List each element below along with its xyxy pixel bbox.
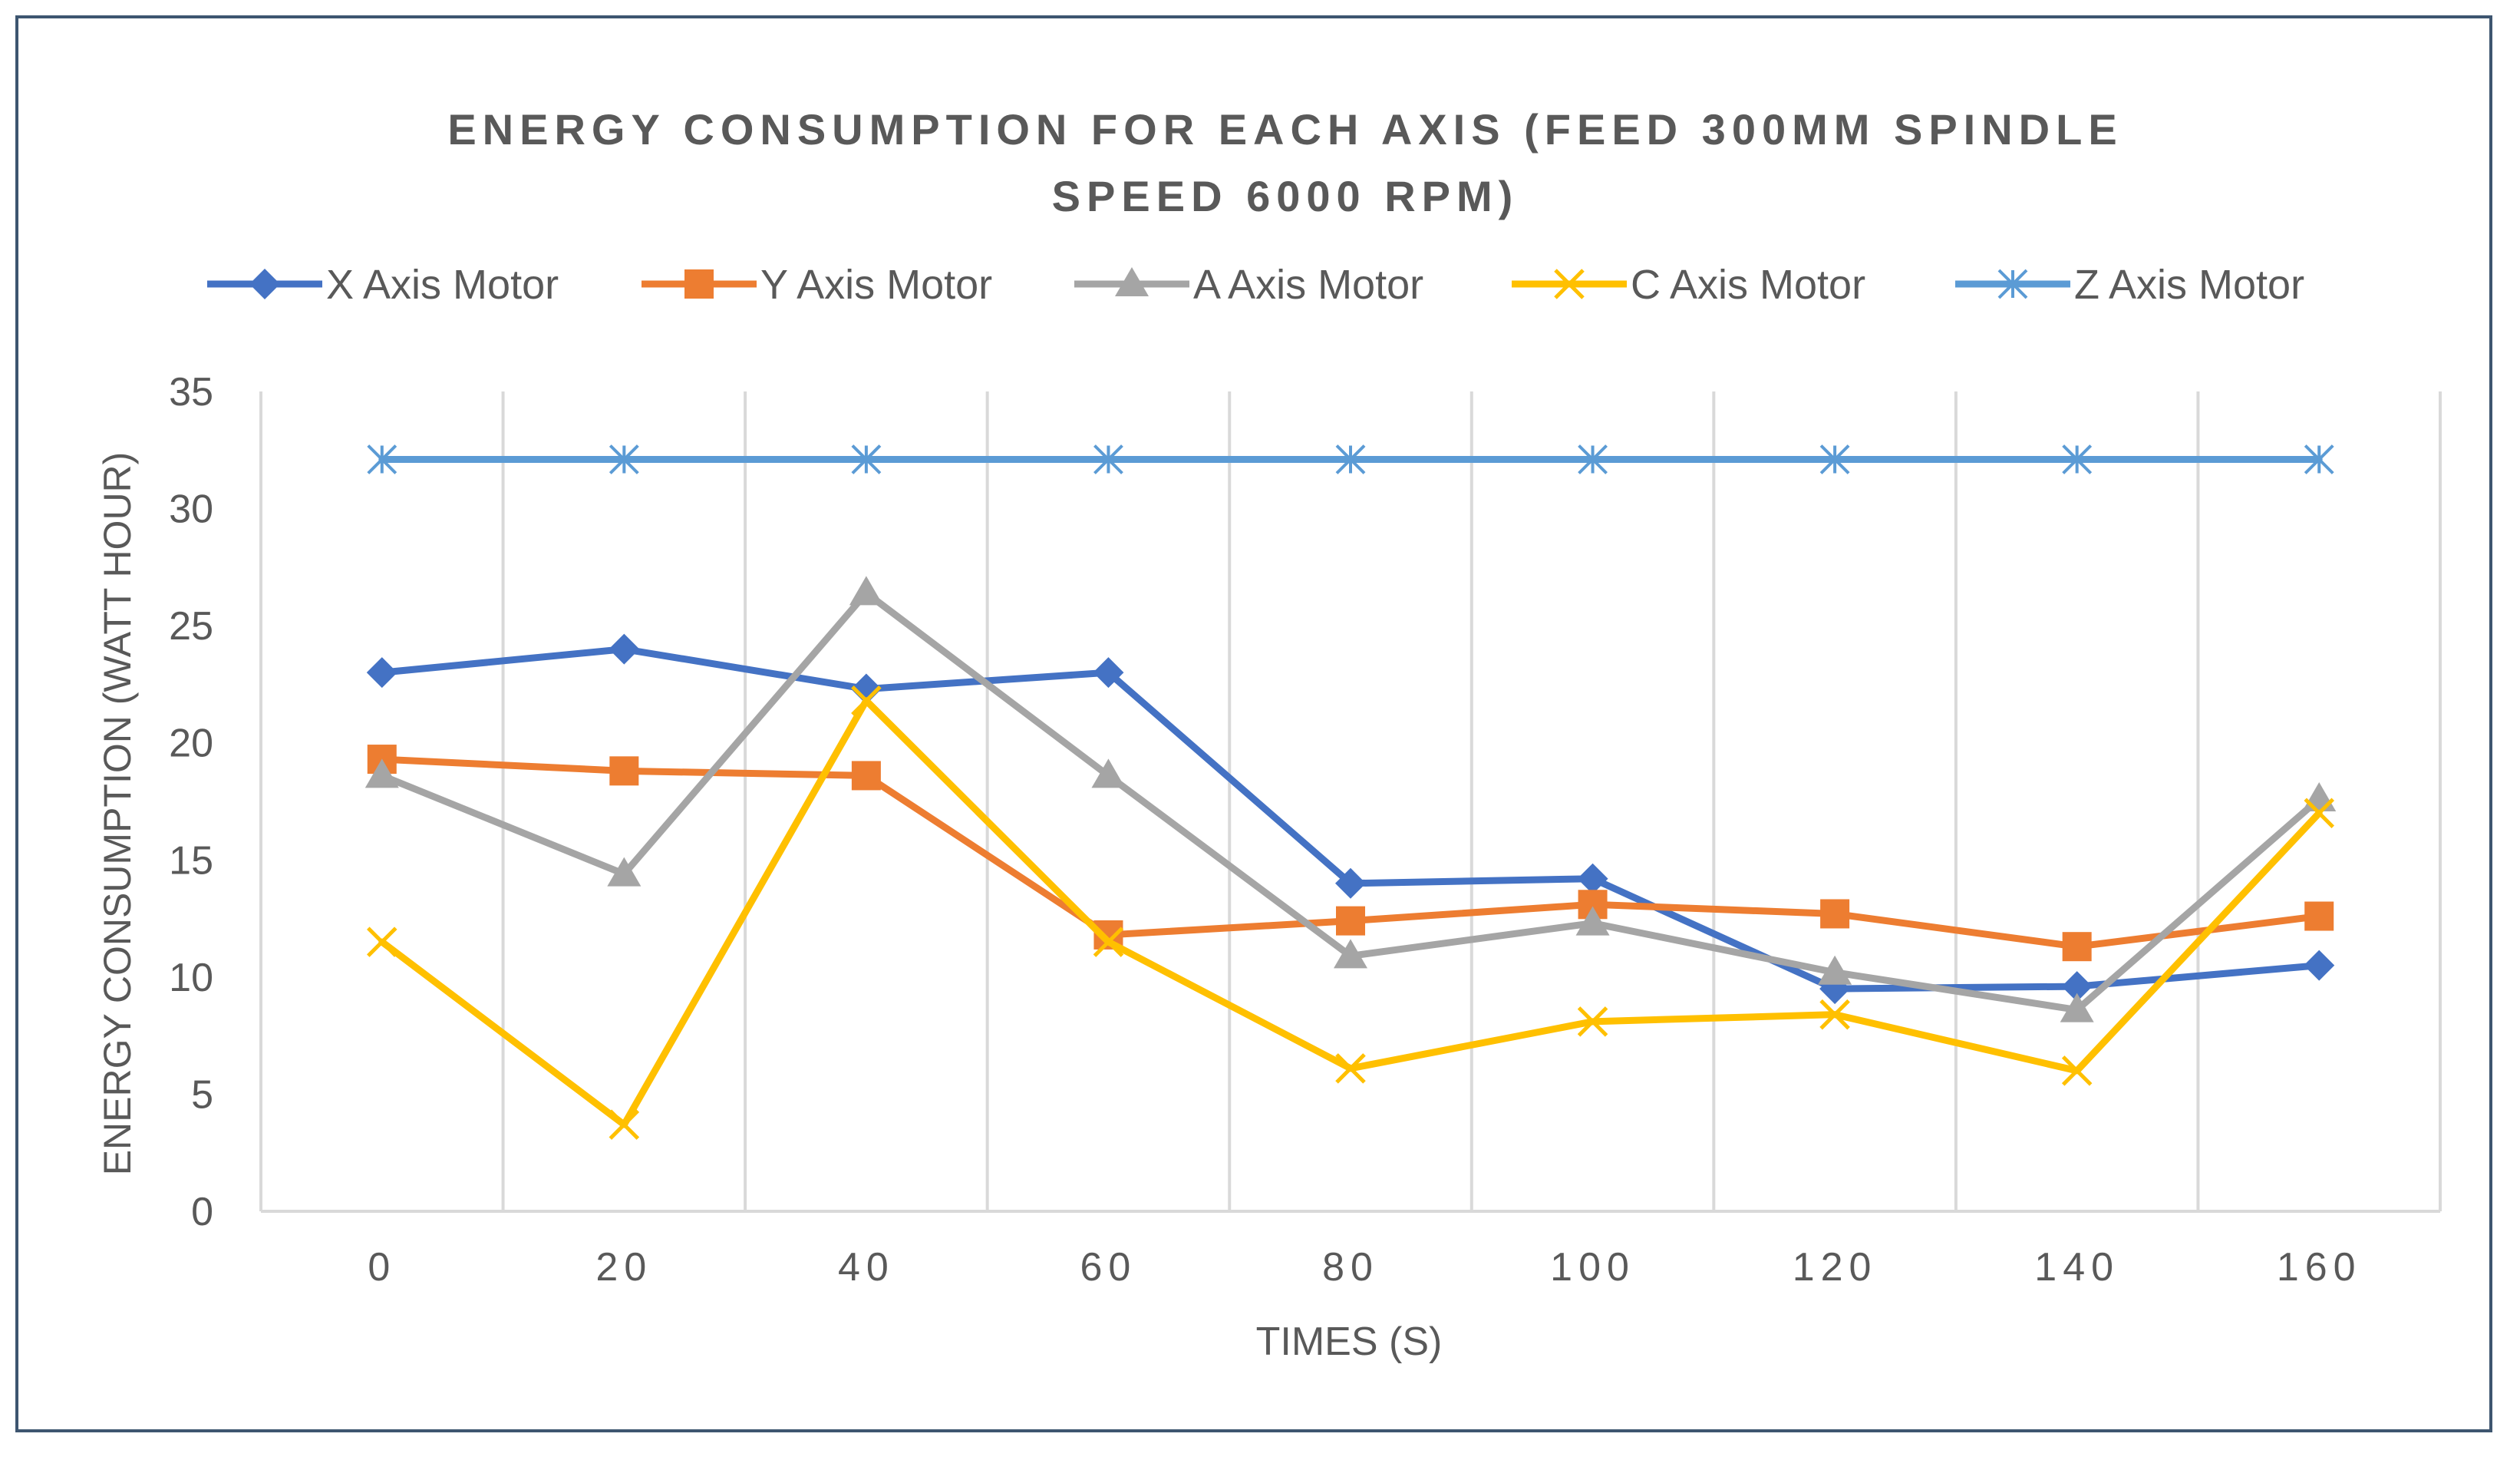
data-point-z-axis-motor <box>609 444 639 474</box>
y-tick-label: 0 <box>191 1190 213 1234</box>
data-point-z-axis-motor <box>367 444 397 474</box>
data-point-a-axis-motor <box>2302 781 2337 811</box>
y-tick-label: 20 <box>169 722 213 766</box>
data-point-a-axis-motor <box>849 576 883 606</box>
data-point-y-axis-motor <box>1336 906 1365 936</box>
chart-title-line-1: ENERGY CONSUMPTION FOR EACH AXIS (FEED 3… <box>447 105 2123 154</box>
data-point-a-axis-motor <box>1575 906 1610 936</box>
data-point-x-axis-motor <box>1335 867 1366 899</box>
x-axis-label: TIMES (S) <box>1256 1320 1443 1364</box>
data-point-a-axis-motor <box>1334 939 1367 969</box>
x-tick-label: 80 <box>1322 1245 1379 1290</box>
data-point-y-axis-motor <box>851 761 881 791</box>
x-tick-label: 120 <box>1793 1245 1878 1290</box>
legend-item-x-axis-motor: X Axis Motor <box>207 262 559 308</box>
y-axis-ticks: 0 5 10 15 20 25 30 35 <box>169 370 213 1234</box>
data-point-y-axis-motor <box>609 756 639 786</box>
chart-frame <box>15 15 2492 1432</box>
x-tick-label: 20 <box>595 1245 652 1290</box>
data-point-y-axis-motor <box>1820 899 1850 929</box>
data-point-z-axis-motor <box>1578 444 1608 474</box>
data-point-x-axis-motor <box>609 633 640 665</box>
legend-item-y-axis-motor: Y Axis Motor <box>642 262 992 308</box>
data-point-c-axis-motor <box>609 1109 640 1140</box>
legend-label: C Axis Motor <box>1631 262 1865 308</box>
data-point-c-axis-motor <box>1335 1053 1366 1084</box>
data-point-x-axis-motor <box>2304 950 2335 981</box>
data-point-c-axis-motor <box>1093 927 1124 957</box>
series-layer <box>364 444 2337 1140</box>
data-point-z-axis-motor <box>2304 444 2334 474</box>
y-tick-label: 5 <box>191 1072 213 1117</box>
legend-marker <box>1997 269 2028 299</box>
y-tick-label: 25 <box>169 604 213 649</box>
data-point-a-axis-motor <box>1818 955 1852 985</box>
data-point-y-axis-motor <box>2062 932 2092 962</box>
legend: X Axis Motor Y Axis Motor A Axis Motor C Ax… <box>207 262 2304 308</box>
data-point-x-axis-motor <box>366 657 397 689</box>
data-point-c-axis-motor <box>2304 798 2334 829</box>
data-point-z-axis-motor <box>1819 444 1850 474</box>
series-z-axis-motor <box>367 444 2334 474</box>
legend-item-a-axis-motor: A Axis Motor <box>1074 262 1423 308</box>
legend-item-c-axis-motor: C Axis Motor <box>1512 262 1865 308</box>
legend-marker <box>1115 267 1149 296</box>
series-c-axis-motor <box>367 685 2334 1140</box>
x-tick-label: 60 <box>1080 1245 1137 1290</box>
x-tick-label: 160 <box>2277 1245 2362 1290</box>
data-point-x-axis-motor <box>850 673 882 705</box>
data-point-y-axis-motor <box>2304 901 2334 931</box>
data-point-c-axis-motor <box>2061 1055 2093 1086</box>
legend-marker <box>1554 269 1585 299</box>
data-point-x-axis-motor <box>2061 971 2093 1003</box>
data-point-x-axis-motor <box>1093 657 1124 689</box>
data-point-a-axis-motor <box>1091 758 1126 788</box>
chart-title-line-2: SPEED 6000 RPM) <box>1052 172 1519 220</box>
y-tick-label: 10 <box>169 956 213 1000</box>
data-point-c-axis-motor <box>367 927 397 957</box>
legend-label: Y Axis Motor <box>760 262 992 308</box>
y-tick-label: 30 <box>169 487 213 532</box>
data-point-a-axis-motor <box>2060 993 2094 1022</box>
data-point-z-axis-motor <box>1335 444 1366 474</box>
x-tick-label: 140 <box>2034 1245 2119 1290</box>
data-point-x-axis-motor <box>1577 863 1608 894</box>
y-tick-label: 15 <box>169 838 213 883</box>
legend-item-z-axis-motor: Z Axis Motor <box>1955 262 2304 308</box>
data-point-c-axis-motor <box>1819 999 1850 1030</box>
series-y-axis-motor <box>367 745 2334 962</box>
data-point-z-axis-motor <box>1093 444 1123 474</box>
data-point-a-axis-motor <box>364 758 399 788</box>
x-tick-label: 40 <box>838 1245 895 1290</box>
legend-label: A Axis Motor <box>1193 262 1423 308</box>
legend-label: X Axis Motor <box>326 262 559 308</box>
legend-marker <box>249 269 280 299</box>
series-a-axis-motor <box>364 576 2337 1022</box>
data-point-z-axis-motor <box>851 444 882 474</box>
legend-marker <box>684 269 714 299</box>
data-point-z-axis-motor <box>2062 444 2093 474</box>
y-axis-label: ENERGY CONSUMPTION (WATT HOUR) <box>96 452 139 1176</box>
x-axis-ticks: 0 20 40 60 80 100 120 140 160 <box>368 1245 2362 1290</box>
x-tick-label: 100 <box>1550 1245 1635 1290</box>
gridlines <box>259 391 2442 1213</box>
x-tick-label: 0 <box>368 1245 396 1290</box>
data-point-a-axis-motor <box>607 857 642 887</box>
y-tick-label: 35 <box>169 370 213 415</box>
data-point-c-axis-motor <box>851 685 882 716</box>
data-point-c-axis-motor <box>1577 1006 1608 1037</box>
legend-label: Z Axis Motor <box>2074 262 2304 308</box>
